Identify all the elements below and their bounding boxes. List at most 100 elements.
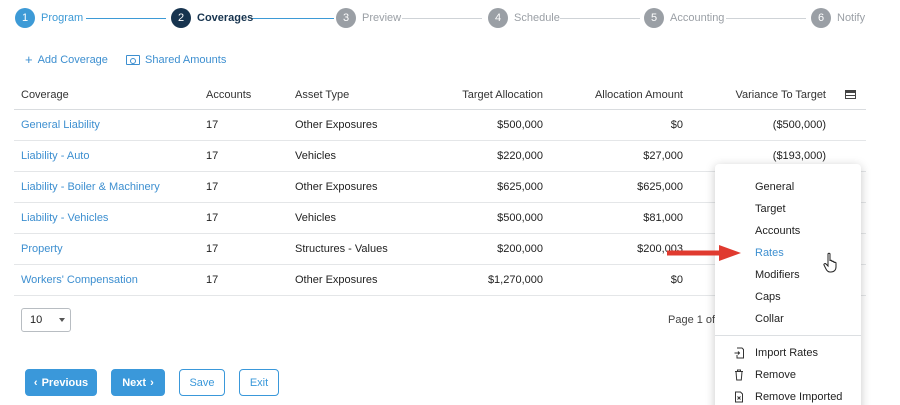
allocation-amount-cell: $625,000	[637, 181, 683, 193]
menu-divider	[715, 335, 861, 336]
step-preview[interactable]: 3 Preview	[336, 8, 401, 28]
step-label: Accounting	[670, 12, 725, 24]
page-size-select[interactable]: 10	[21, 308, 71, 332]
target-allocation-cell: $500,000	[497, 212, 543, 224]
next-button[interactable]: Next ›	[111, 369, 165, 396]
target-allocation-cell: $200,000	[497, 243, 543, 255]
wizard-stepper: 1 Program 2 Coverages 3 Preview 4 Schedu…	[0, 0, 900, 36]
exit-button[interactable]: Exit	[239, 369, 279, 396]
coverage-link[interactable]: Property	[21, 243, 63, 255]
arrow-pointer-icon	[667, 245, 741, 261]
step-number: 5	[644, 8, 664, 28]
file-remove-icon	[735, 391, 743, 403]
next-label: Next	[122, 376, 147, 389]
menu-item-general[interactable]: General	[755, 181, 795, 193]
coverage-link[interactable]: Workers' Compensation	[21, 274, 138, 286]
plus-icon: +	[25, 52, 33, 67]
coverage-link[interactable]: Liability - Boiler & Machinery	[21, 181, 160, 193]
table-row: General Liability 17 Other Exposures $50…	[14, 110, 866, 141]
variance-cell: ($500,000)	[772, 119, 826, 131]
col-header-variance-to-target[interactable]: Variance To Target	[735, 88, 826, 101]
page-size-value: 10	[30, 314, 43, 326]
import-icon	[734, 347, 744, 359]
step-connector	[560, 18, 640, 19]
table-row: Liability - Boiler & Machinery 17 Other …	[14, 172, 866, 203]
step-number: 2	[171, 8, 191, 28]
step-connector	[252, 18, 334, 19]
step-schedule[interactable]: 4 Schedule	[488, 8, 560, 28]
step-number: 3	[336, 8, 356, 28]
step-label: Coverages	[197, 12, 254, 24]
accounts-cell: 17	[206, 274, 219, 286]
previous-button[interactable]: ‹ Previous	[25, 369, 97, 396]
asset-type-cell: Vehicles	[295, 150, 336, 162]
coverage-context-menu: General Target Accounts Rates Modifiers …	[715, 164, 861, 405]
menu-item-rates[interactable]: Rates	[755, 247, 784, 259]
col-header-coverage[interactable]: Coverage	[21, 88, 69, 101]
target-allocation-cell: $500,000	[497, 119, 543, 131]
step-connector	[726, 18, 806, 19]
step-notify[interactable]: 6 Notify	[811, 8, 865, 28]
table-row: Property 17 Structures - Values $200,000…	[14, 234, 866, 265]
step-number: 4	[488, 8, 508, 28]
menu-item-remove-imported[interactable]: Remove Imported	[755, 391, 843, 403]
hand-cursor-icon	[823, 252, 837, 273]
menu-item-target[interactable]: Target	[755, 203, 786, 215]
coverage-link[interactable]: Liability - Auto	[21, 150, 90, 162]
accounts-cell: 17	[206, 243, 219, 255]
asset-type-cell: Other Exposures	[295, 119, 378, 131]
variance-cell: ($193,000)	[772, 150, 826, 162]
allocation-amount-cell: $0	[670, 119, 683, 131]
column-chooser-button[interactable]	[845, 80, 856, 109]
col-header-target-allocation[interactable]: Target Allocation	[462, 88, 543, 101]
coverage-link[interactable]: General Liability	[21, 119, 100, 131]
col-header-asset-type[interactable]: Asset Type	[295, 88, 350, 101]
previous-label: Previous	[41, 376, 89, 389]
step-label: Notify	[837, 12, 866, 24]
col-header-accounts[interactable]: Accounts	[206, 88, 252, 101]
target-allocation-cell: $220,000	[497, 150, 543, 162]
asset-type-cell: Other Exposures	[295, 181, 378, 193]
target-allocation-cell: $1,270,000	[487, 274, 543, 286]
step-accounting[interactable]: 5 Accounting	[644, 8, 724, 28]
trash-icon	[735, 369, 743, 381]
col-header-allocation-amount[interactable]: Allocation Amount	[594, 88, 683, 101]
step-number: 1	[15, 8, 35, 28]
save-label: Save	[189, 376, 215, 389]
step-label: Schedule	[514, 12, 560, 24]
table-header-row: Coverage Accounts Asset Type Target Allo…	[14, 80, 866, 110]
table-row: Liability - Auto 17 Vehicles $220,000 $2…	[14, 141, 866, 172]
step-connector	[86, 18, 166, 19]
menu-item-remove[interactable]: Remove	[755, 369, 796, 381]
menu-item-accounts[interactable]: Accounts	[755, 225, 801, 237]
accounts-cell: 17	[206, 150, 219, 162]
menu-item-import-rates[interactable]: Import Rates	[755, 347, 818, 359]
step-coverages[interactable]: 2 Coverages	[171, 8, 253, 28]
allocation-amount-cell: $0	[670, 274, 683, 286]
coverage-link[interactable]: Liability - Vehicles	[21, 212, 109, 224]
accounts-cell: 17	[206, 119, 219, 131]
table-row: Liability - Vehicles 17 Vehicles $500,00…	[14, 203, 866, 234]
allocation-amount-cell: $81,000	[643, 212, 683, 224]
money-icon	[126, 55, 140, 65]
coverages-table: Coverage Accounts Asset Type Target Allo…	[14, 80, 866, 296]
menu-item-collar[interactable]: Collar	[755, 313, 784, 325]
accounts-cell: 17	[206, 181, 219, 193]
allocation-amount-cell: $27,000	[643, 150, 683, 162]
step-connector	[402, 18, 482, 19]
target-allocation-cell: $625,000	[497, 181, 543, 193]
chevron-left-icon: ‹	[33, 376, 38, 389]
page-info: Page 1 of 1	[668, 314, 725, 326]
step-number: 6	[811, 8, 831, 28]
shared-amounts-button[interactable]: Shared Amounts	[126, 54, 226, 66]
step-program[interactable]: 1 Program	[15, 8, 83, 28]
asset-type-cell: Other Exposures	[295, 274, 378, 286]
shared-amounts-label: Shared Amounts	[145, 54, 227, 66]
add-coverage-button[interactable]: + Add Coverage	[25, 52, 108, 67]
save-button[interactable]: Save	[179, 369, 225, 396]
menu-item-caps[interactable]: Caps	[755, 291, 781, 303]
menu-item-modifiers[interactable]: Modifiers	[755, 269, 800, 281]
accounts-cell: 17	[206, 212, 219, 224]
asset-type-cell: Structures - Values	[295, 243, 388, 255]
asset-type-cell: Vehicles	[295, 212, 336, 224]
